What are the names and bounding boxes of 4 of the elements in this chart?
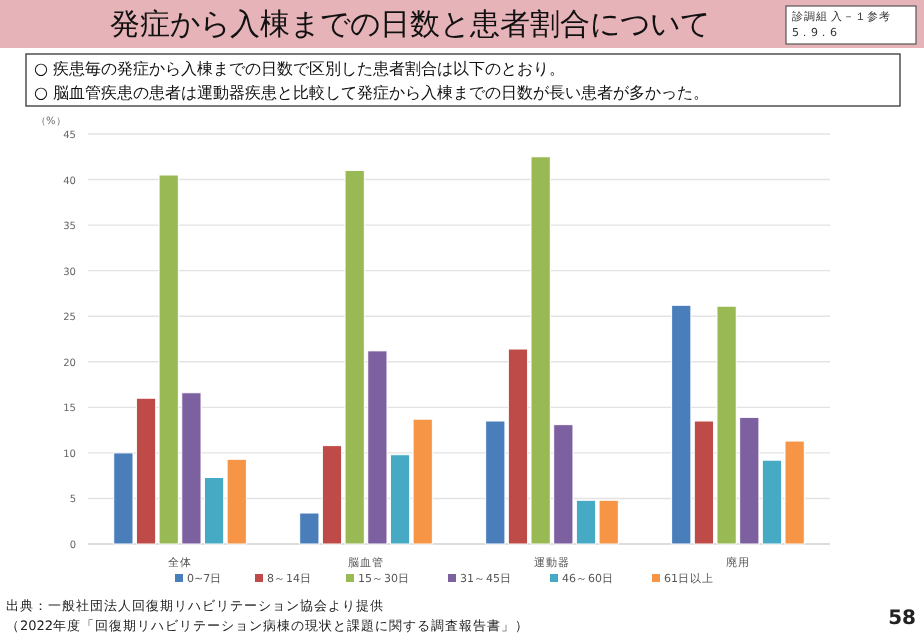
text: 58	[888, 608, 917, 630]
text: ○ 疾患毎の発症から入棟までの日数で区別した患者割合は以下のとおり。	[34, 60, 566, 78]
text: ○ 脳血管疾患の患者は運動器疾患と比較して発症から入棟までの日数が長い患者が多かった。	[34, 84, 710, 102]
chart-title: 発症から入棟までの日数と患者割合について	[110, 6, 710, 42]
